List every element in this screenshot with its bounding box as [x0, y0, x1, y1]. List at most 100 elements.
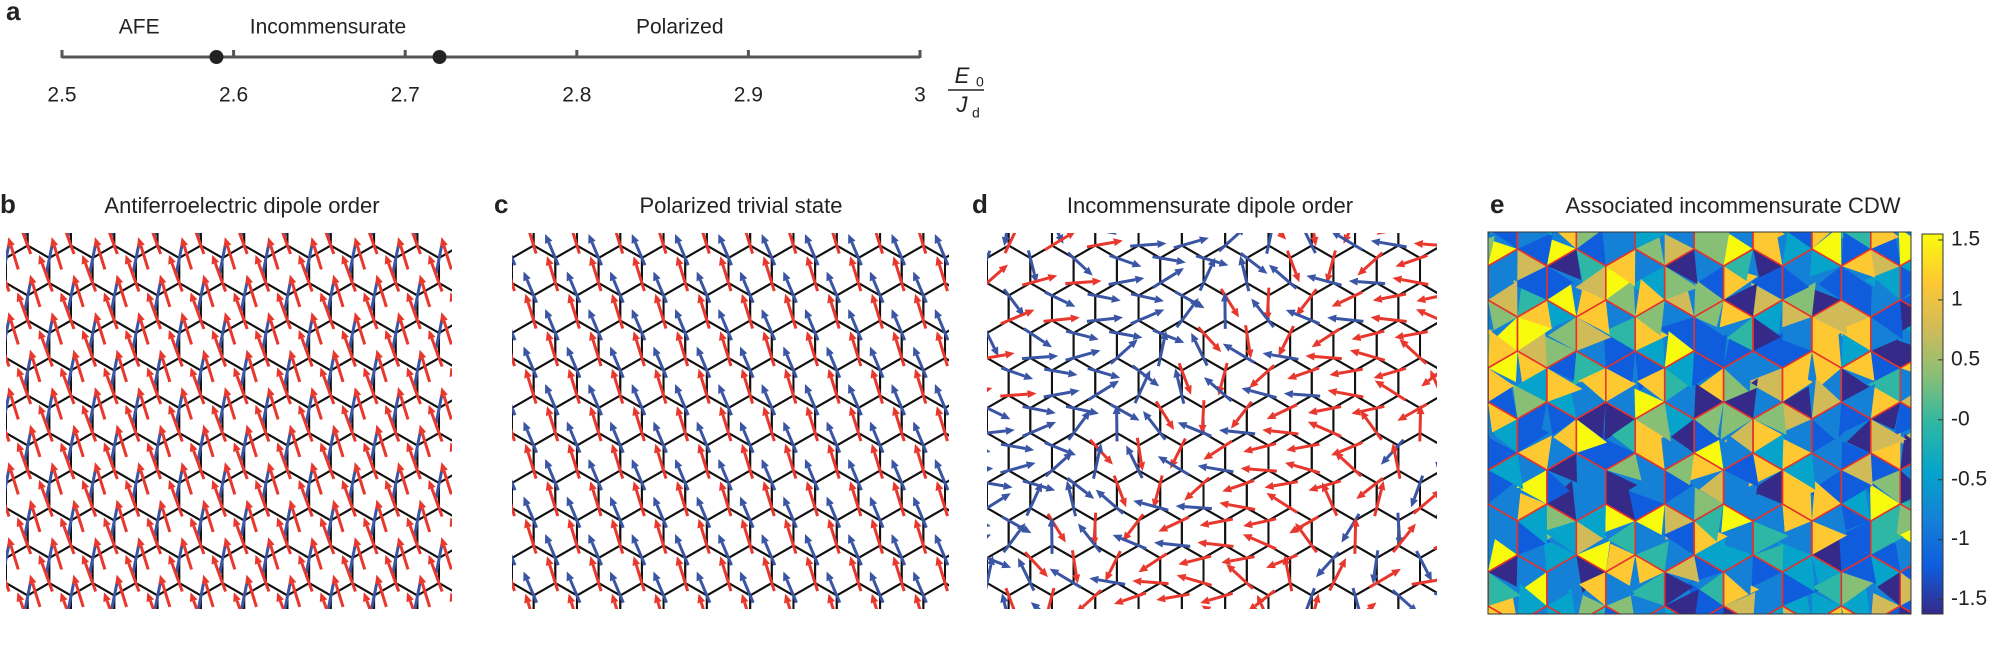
- arrow-shaft: [954, 215, 971, 233]
- hexagon: [967, 583, 1010, 633]
- arrow-head: [804, 234, 813, 244]
- arrow-head: [168, 180, 176, 190]
- cdw-patch: [1841, 383, 1876, 419]
- cdw-patch: [1664, 589, 1699, 614]
- dipole-arrow: [310, 312, 323, 345]
- dipole-arrow: [103, 142, 117, 179]
- dipole-arrow: [1416, 295, 1437, 304]
- dipole-arrow: [1360, 410, 1383, 441]
- arrow-head: [1132, 332, 1143, 340]
- dipole-arrow: [72, 574, 85, 608]
- arrow-head: [1347, 143, 1355, 153]
- arrow-shaft: [9, 320, 20, 345]
- dipole-arrow: [632, 256, 646, 292]
- arrow-head: [935, 159, 942, 169]
- arrow-head: [805, 609, 812, 619]
- dipole-arrow: [1065, 404, 1099, 416]
- dipole-line: [370, 581, 379, 609]
- dipole-arrow: [1372, 627, 1393, 654]
- dipole-arrow: [363, 442, 379, 480]
- arrow-head: [718, 234, 726, 244]
- arrow-head: [440, 312, 448, 322]
- arrow-shaft: [1044, 290, 1068, 305]
- hexagon: [749, 431, 795, 485]
- arrow-shaft: [1026, 190, 1034, 216]
- dipole-arrow: [1022, 405, 1056, 416]
- dipole-arrow: [1373, 480, 1386, 517]
- arrow-head: [1257, 594, 1265, 605]
- colorbar-tick-label: 0.5: [1951, 347, 1980, 370]
- dipole-arrow: [254, 479, 271, 517]
- arrow-head: [935, 481, 944, 492]
- hexagon: [1332, 319, 1378, 372]
- dipole-arrow: [396, 462, 410, 495]
- arrow-head: [870, 368, 879, 379]
- arrow-shaft: [442, 320, 452, 345]
- hexagon: [6, 556, 7, 585]
- arrow-shaft: [893, 541, 907, 566]
- hexagon: [1375, 244, 1422, 297]
- arrow-shaft: [1314, 355, 1342, 361]
- arrow-shaft: [291, 357, 302, 383]
- cdw-patch: [1664, 402, 1695, 441]
- dipole-arrow: [158, 349, 172, 383]
- cell-outline: [1989, 606, 1998, 666]
- arrow-shaft: [590, 541, 604, 566]
- arrow-head: [310, 237, 318, 247]
- dipole-arrow: [826, 346, 842, 379]
- dipole-arrow: [870, 593, 879, 609]
- hexagon: [1310, 431, 1357, 485]
- dipole-arrow: [93, 387, 107, 420]
- arrow-head: [1070, 314, 1080, 323]
- dipole-line: [6, 243, 11, 267]
- arrow-head: [827, 144, 835, 154]
- dipole-arrow: [987, 556, 1012, 569]
- dipole-arrow: [245, 574, 258, 608]
- arrow-head: [978, 384, 985, 394]
- arrow-head: [935, 556, 944, 567]
- dipole-arrow: [987, 250, 992, 263]
- arrow-head: [1268, 264, 1279, 274]
- arrow-shaft: [300, 262, 314, 292]
- cdw-patch: [1664, 289, 1695, 317]
- cdw-patch: [1989, 504, 1998, 540]
- cdw-patch: [1547, 147, 1576, 184]
- cell-outline: [1989, 504, 1998, 572]
- arrow-shaft: [440, 205, 450, 228]
- dipole-arrow: [450, 142, 464, 179]
- arrow-shaft: [127, 337, 141, 367]
- arrow-shaft: [1316, 479, 1342, 490]
- arrow-shaft: [850, 541, 863, 566]
- arrow-shaft: [1153, 180, 1175, 191]
- arrow-shaft: [656, 601, 662, 609]
- dipole-arrow: [502, 609, 515, 640]
- cdw-patch: [1694, 402, 1724, 438]
- cdw-patch: [1870, 232, 1901, 266]
- dipole-arrow: [719, 481, 733, 517]
- arrow-shaft: [526, 376, 538, 404]
- dipole-line: [174, 318, 184, 350]
- arrow-shaft: [343, 412, 357, 442]
- cdw-patch: [1782, 351, 1812, 386]
- arrow-head: [805, 481, 814, 492]
- dipole-arrow: [545, 159, 558, 190]
- dipole-arrow: [915, 593, 947, 604]
- arrow-shaft: [324, 233, 336, 255]
- dipole-arrow: [997, 145, 1013, 178]
- cdw-patch: [1579, 572, 1606, 606]
- cdw-patch: [1959, 164, 1986, 198]
- dipole-arrow: [38, 404, 54, 442]
- cdw-patch: [1989, 419, 1998, 453]
- dipole-line: [131, 318, 141, 350]
- dipole-arrow: [962, 288, 970, 322]
- dipole-arrow: [353, 312, 367, 345]
- arrow-shaft: [1000, 311, 1027, 326]
- dipole-arrow: [783, 496, 798, 529]
- arrow-shaft: [430, 337, 444, 367]
- arrow-head: [987, 555, 995, 566]
- dipole-line: [46, 169, 52, 199]
- cdw-patch: [1871, 470, 1901, 504]
- cdw-patch: [1805, 249, 1842, 278]
- arrow-head: [168, 254, 176, 265]
- cdw-patch: [1459, 623, 1489, 657]
